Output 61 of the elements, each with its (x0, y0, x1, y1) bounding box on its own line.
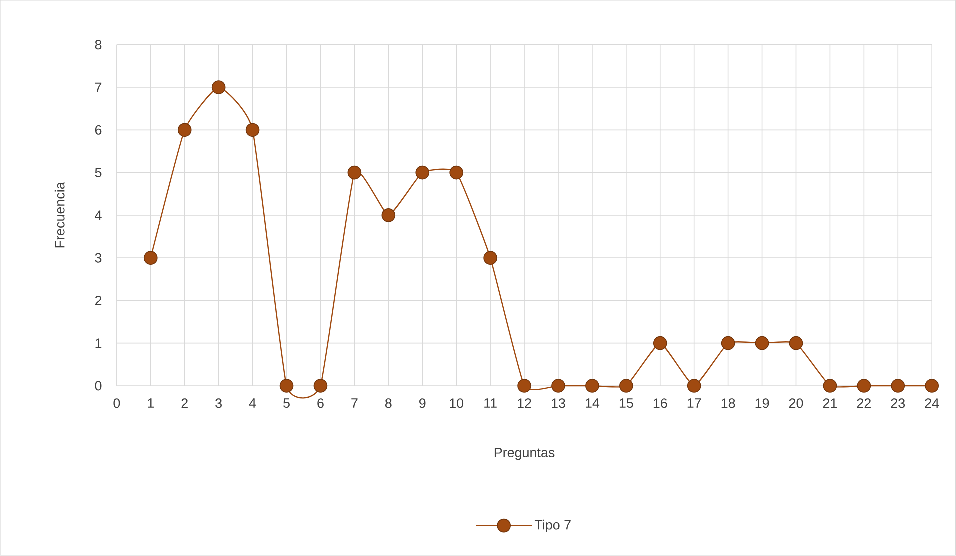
x-tick-label: 1 (148, 398, 154, 408)
x-tick-label: 12 (518, 398, 532, 408)
point (891, 379, 906, 393)
point (246, 123, 260, 138)
x-tick-label: 20 (789, 398, 804, 408)
y-tick-label: 0 (95, 381, 102, 391)
point (755, 336, 770, 350)
point (144, 251, 158, 266)
y-tick-label: 6 (95, 125, 102, 135)
y-tick-label: 3 (95, 253, 102, 263)
x-tick-label: 14 (586, 398, 600, 408)
point (314, 379, 328, 393)
x-tick-label: 15 (620, 398, 634, 408)
x-tick-label: 6 (318, 398, 324, 408)
point (484, 251, 498, 266)
x-tick-label: 17 (688, 398, 702, 408)
x-tick-label: 23 (891, 398, 906, 408)
y-tick-label: 1 (96, 338, 102, 348)
point (348, 166, 362, 180)
point (857, 379, 872, 393)
point (789, 336, 804, 350)
x-tick-label: 22 (857, 398, 871, 408)
x-tick-label: 18 (722, 398, 736, 408)
point (518, 379, 532, 393)
x-tick-label: 3 (216, 398, 222, 408)
point (382, 208, 396, 222)
x-tick-label: 0 (114, 398, 120, 408)
x-tick-label: 24 (925, 398, 940, 408)
point (416, 166, 430, 180)
point (178, 123, 192, 138)
y-tick-label: 8 (95, 40, 102, 50)
x-axis-title: Preguntas (494, 448, 555, 460)
x-tick-label: 10 (450, 398, 464, 408)
point (280, 379, 294, 393)
x-tick-label: 13 (552, 398, 566, 408)
point (925, 379, 940, 393)
point (823, 379, 838, 393)
point (552, 379, 566, 393)
x-tick-label: 4 (249, 398, 256, 408)
legend-label: Tipo 7 (534, 520, 571, 533)
point (653, 336, 668, 350)
x-tick-label: 5 (284, 398, 290, 408)
y-tick-label: 2 (95, 296, 102, 306)
y-tick-label: 4 (95, 210, 102, 220)
point (212, 80, 226, 94)
point (687, 379, 702, 393)
x-tick-label: 2 (182, 398, 188, 408)
x-tick-label: 16 (654, 398, 668, 408)
point (586, 379, 600, 393)
x-tick-label: 9 (420, 398, 426, 408)
x-tick-label: 11 (484, 398, 497, 408)
y-tick-label: 5 (95, 168, 102, 178)
point (721, 336, 736, 350)
x-tick-label: 21 (823, 398, 838, 408)
point (620, 379, 634, 393)
point (450, 166, 464, 180)
x-tick-label: 7 (352, 398, 358, 408)
y-tick-label: 7 (95, 82, 102, 92)
y-axis-title: Frecuencia (54, 182, 65, 248)
x-tick-label: 19 (756, 398, 770, 408)
x-tick-label: 8 (385, 398, 392, 408)
